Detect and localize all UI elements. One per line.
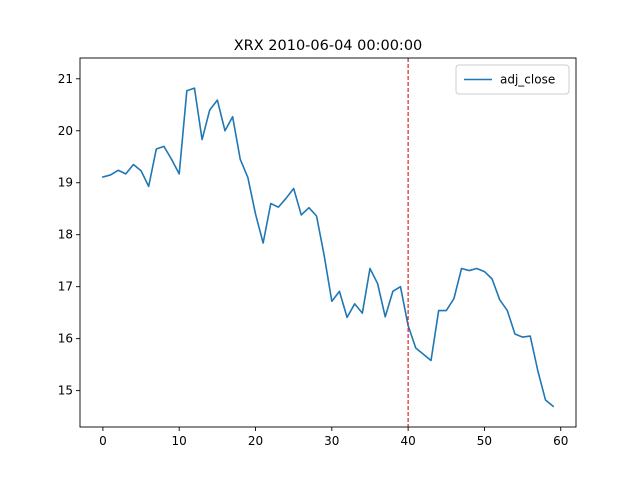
y-tick-label: 19 <box>58 176 73 190</box>
plot-area: 0 10 20 30 40 50 60 15 16 17 18 19 20 21 adj_close <box>58 57 577 448</box>
series-line-adj_close <box>101 87 555 408</box>
y-tick-label: 17 <box>58 280 73 294</box>
y-tick-label: 18 <box>58 228 73 242</box>
x-tick-label: 20 <box>248 434 263 448</box>
y-tick-label: 20 <box>58 124 73 138</box>
x-tick-label: 0 <box>99 434 107 448</box>
chart-title: XRX 2010-06-04 00:00:00 <box>234 38 423 54</box>
y-tick-label: 16 <box>58 332 73 346</box>
x-tick-label: 50 <box>477 434 492 448</box>
x-tick-label: 60 <box>553 434 568 448</box>
x-tick-label: 30 <box>324 434 339 448</box>
x-tick-label: 10 <box>172 434 187 448</box>
legend-label: adj_close <box>500 73 555 87</box>
x-tick-label: 40 <box>400 434 415 448</box>
y-tick-label: 21 <box>58 72 73 86</box>
y-tick-label: 15 <box>58 384 73 398</box>
axes-frame <box>79 57 577 428</box>
legend-box <box>455 64 570 95</box>
